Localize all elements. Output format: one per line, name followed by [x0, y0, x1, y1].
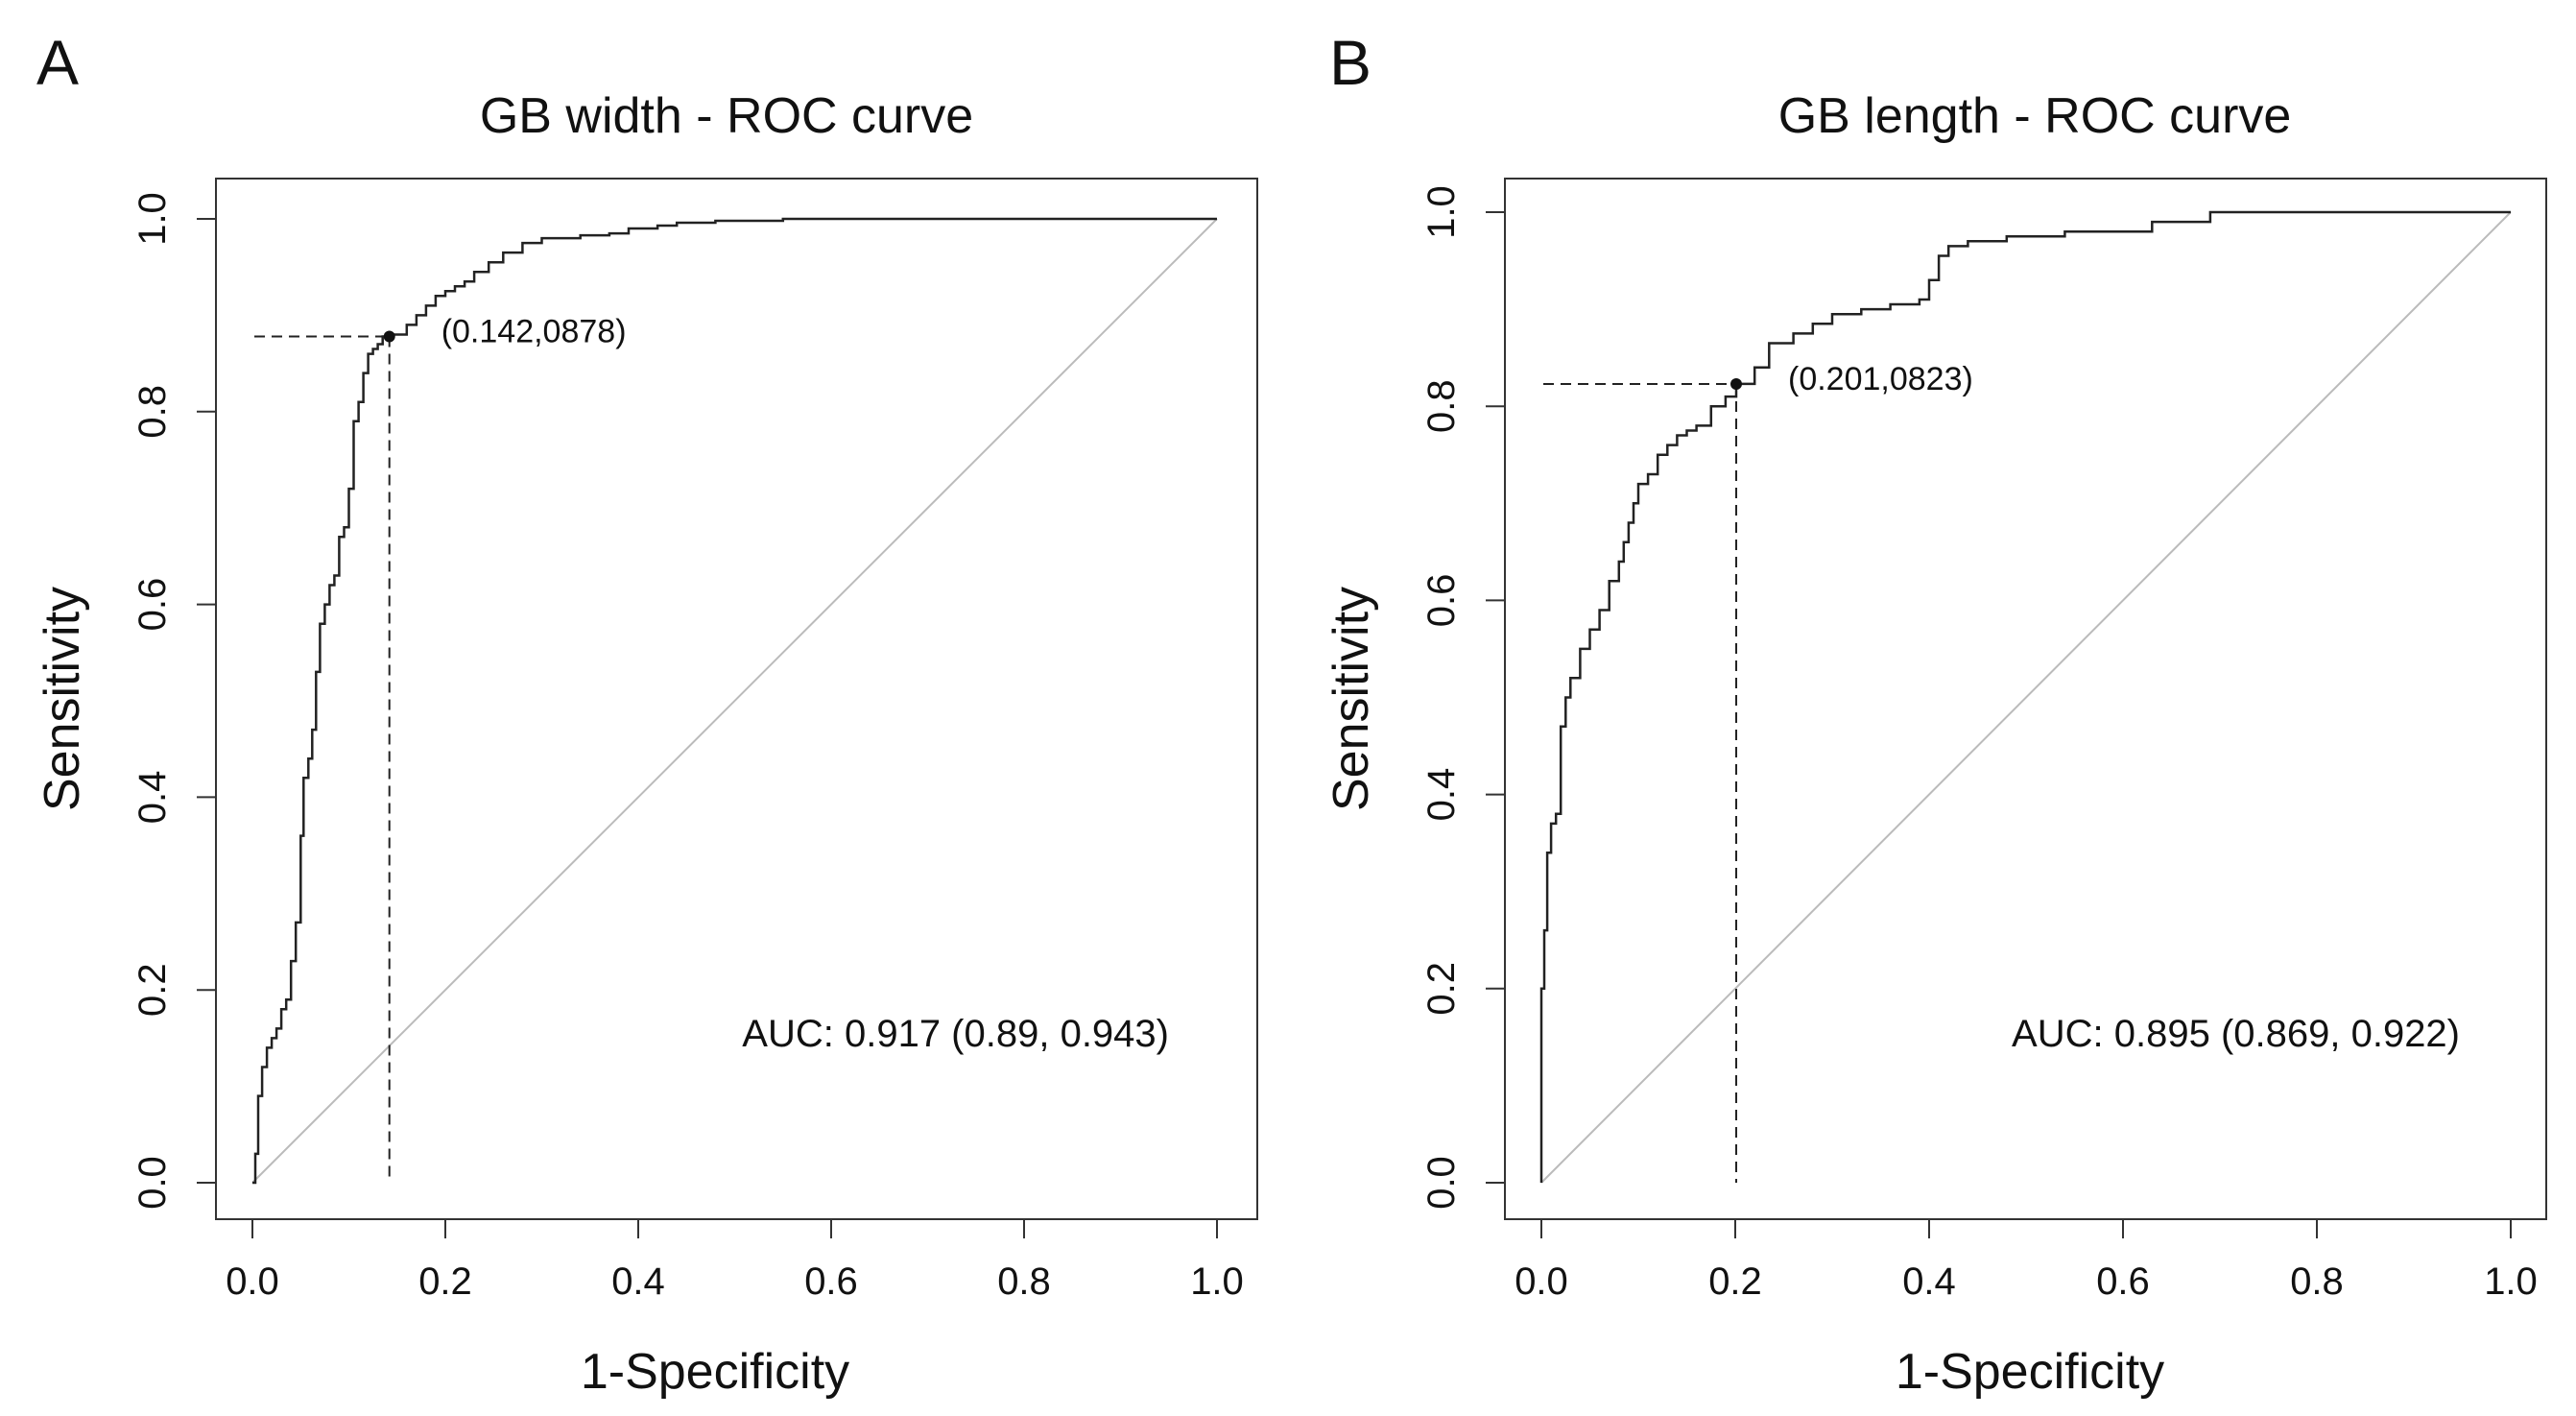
y-tick-label: 0.0	[1420, 1156, 1463, 1210]
panel-a: A GB width - ROC curve 0.0 0.2 0.4 0.6 0…	[35, 27, 1258, 1400]
x-tick-label: 0.0	[226, 1260, 279, 1303]
y-axis-label: Sensitivity	[1324, 587, 1379, 811]
x-axis: 0.0 0.2 0.4 0.6 0.8 1.0	[226, 1218, 1244, 1303]
auc-label: AUC: 0.895 (0.869, 0.922)	[2012, 1013, 2460, 1055]
x-tick-label: 1.0	[2484, 1260, 2538, 1303]
panel-b: B GB length - ROC curve 0.0 0.2 0.4 0.6 …	[1324, 27, 2547, 1400]
y-tick-label: 0.6	[131, 578, 174, 632]
x-tick-label: 0.2	[1708, 1260, 1762, 1303]
y-tick-label: 0.2	[131, 963, 174, 1017]
auc-label: AUC: 0.917 (0.89, 0.943)	[742, 1013, 1169, 1055]
x-tick-label: 0.8	[997, 1260, 1051, 1303]
y-tick-label: 0.2	[1420, 962, 1463, 1016]
roc-curve-line	[252, 217, 1217, 1185]
chart-title: GB width - ROC curve	[480, 88, 973, 144]
panel-letter-a: A	[36, 27, 79, 98]
x-axis: 0.0 0.2 0.4 0.6 0.8 1.0	[1515, 1218, 2538, 1303]
cutoff-guides	[254, 335, 391, 1183]
y-tick-label: 0.4	[1420, 768, 1463, 822]
y-tick-label: 0.4	[131, 771, 174, 825]
x-tick-label: 0.6	[2096, 1260, 2150, 1303]
y-tick-label: 1.0	[131, 192, 174, 246]
roc-curve-line	[1539, 210, 2511, 1183]
y-axis-label: Sensitivity	[35, 587, 90, 811]
cutoff-point	[383, 330, 395, 343]
x-tick-label: 0.4	[1902, 1260, 1956, 1303]
y-axis: 0.0 0.2 0.4 0.6 0.8 1.0	[131, 192, 217, 1210]
panel-letter-b: B	[1329, 27, 1371, 98]
chart-title: GB length - ROC curve	[1778, 88, 2292, 144]
cutoff-point-label: (0.201,0823)	[1788, 361, 1973, 397]
x-tick-label: 0.0	[1515, 1260, 1568, 1303]
y-axis: 0.0 0.2 0.4 0.6 0.8 1.0	[1420, 185, 1506, 1210]
reference-diagonal-line	[251, 218, 1218, 1184]
x-tick-label: 1.0	[1190, 1260, 1244, 1303]
y-tick-label: 0.8	[131, 385, 174, 439]
y-tick-label: 0.0	[131, 1156, 174, 1210]
x-tick-label: 0.6	[804, 1260, 858, 1303]
y-tick-label: 0.6	[1420, 574, 1463, 628]
reference-diagonal-line	[1540, 211, 2512, 1184]
x-axis-label: 1-Specificity	[581, 1344, 849, 1400]
cutoff-point-label: (0.142,0878)	[441, 313, 627, 349]
x-tick-label: 0.4	[611, 1260, 665, 1303]
cutoff-point	[1730, 377, 1743, 390]
y-tick-label: 0.8	[1420, 379, 1463, 433]
cutoff-guides	[1543, 382, 1738, 1183]
y-tick-label: 1.0	[1420, 185, 1463, 239]
x-axis-label: 1-Specificity	[1896, 1344, 2164, 1400]
x-tick-label: 0.2	[418, 1260, 472, 1303]
x-tick-label: 0.8	[2290, 1260, 2344, 1303]
